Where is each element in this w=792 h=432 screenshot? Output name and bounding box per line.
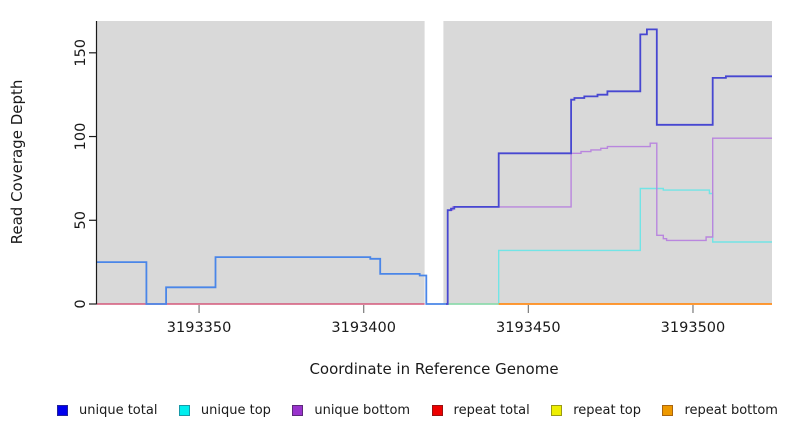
- y-tick-label: 0: [73, 299, 89, 308]
- series-unique-total-right: [446, 28, 772, 305]
- legend-label: unique top: [200, 402, 271, 418]
- legend-swatch-icon: [57, 404, 68, 416]
- legend-swatch-icon: [431, 404, 443, 416]
- legend-label: unique total: [79, 402, 158, 418]
- masked-region: [424, 21, 444, 304]
- plot-axis-layer: 0 50 100 150 3193350 3193400 3193450 3193500: [73, 21, 725, 336]
- legend-swatch-icon: [178, 404, 190, 416]
- plot-series-layer: [97, 28, 772, 305]
- legend-item-repeat-top: repeat top: [551, 403, 641, 418]
- series-unique-total-left: [97, 256, 446, 305]
- plot-panel-layer: [97, 21, 772, 304]
- legend-item-repeat-total: repeat total: [431, 402, 530, 418]
- legend-label: repeat bottom: [684, 402, 778, 418]
- x-tick-label: 3193500: [661, 320, 726, 336]
- y-axis-title: Read Coverage Depth: [8, 80, 26, 245]
- legend-swatch-icon: [662, 404, 674, 416]
- y-tick-label: 150: [73, 39, 89, 67]
- legend-label: unique bottom: [314, 402, 411, 418]
- legend-label: repeat total: [453, 402, 530, 418]
- legend: unique total unique top unique bottom repea…: [0, 397, 792, 423]
- coverage-plot: 0 50 100 150 3193350 3193400 3193450 3193500 Co…: [8, 21, 772, 378]
- legend-item-unique-total: unique total: [57, 403, 157, 418]
- legend-label: repeat top: [573, 402, 641, 418]
- x-tick-label: 3193350: [167, 320, 232, 336]
- y-tick-label: 100: [73, 123, 89, 151]
- series-unique-bottom: [446, 137, 772, 305]
- y-tick-label: 50: [73, 211, 89, 229]
- legend-item-repeat-bottom: repeat bottom: [662, 403, 778, 418]
- legend-item-unique-bottom: unique bottom: [292, 403, 410, 418]
- x-tick-label: 3193400: [331, 320, 396, 336]
- legend-swatch-icon: [292, 404, 304, 416]
- legend-item-unique-top: unique top: [178, 402, 271, 418]
- x-axis-title: Coordinate in Reference Genome: [309, 360, 558, 378]
- legend-swatch-icon: [551, 404, 563, 416]
- x-tick-label: 3193450: [496, 320, 561, 336]
